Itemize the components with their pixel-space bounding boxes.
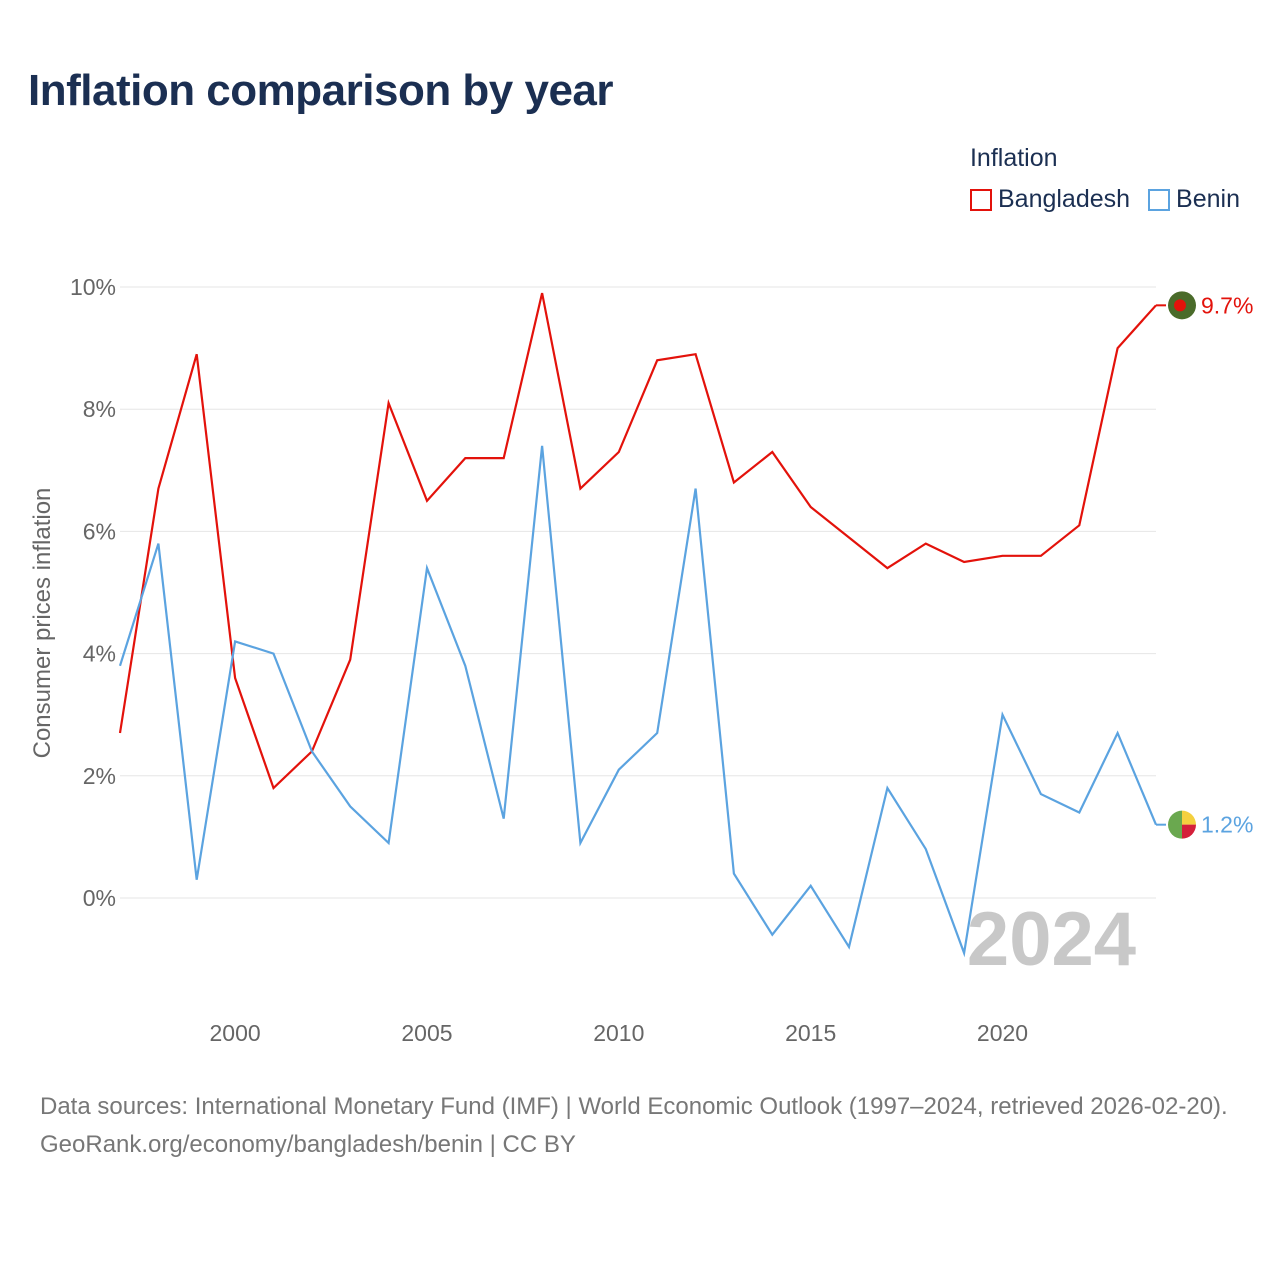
legend-swatch-benin bbox=[1148, 188, 1171, 211]
footer: Data sources: International Monetary Fun… bbox=[40, 1088, 1250, 1164]
legend-title: Inflation bbox=[969, 144, 1058, 172]
x-tick-label: 2005 bbox=[401, 1020, 452, 1046]
y-tick-label: 10% bbox=[70, 274, 116, 300]
legend-item-benin[interactable]: Benin bbox=[1148, 185, 1240, 214]
x-tick-label: 2000 bbox=[210, 1020, 261, 1046]
series-line-benin bbox=[118, 445, 1158, 958]
legend-item-bangladesh[interactable]: Bangladesh bbox=[969, 185, 1131, 214]
legend: Inflation Bangladesh Benin bbox=[969, 144, 1240, 214]
chart-title: Inflation comparison by year bbox=[28, 66, 614, 115]
legend-label-benin: Benin bbox=[1176, 185, 1240, 213]
y-tick-label: 2% bbox=[83, 763, 116, 789]
series-line-bangladesh bbox=[118, 292, 1157, 790]
data-sources: Data sources: International Monetary Fun… bbox=[40, 1093, 1228, 1120]
y-tick-label: 4% bbox=[83, 641, 116, 667]
x-tick-label: 2010 bbox=[593, 1020, 644, 1046]
x-tick-label: 2020 bbox=[977, 1020, 1028, 1046]
end-label-benin: 1.2% bbox=[1201, 812, 1253, 838]
flag-bangladesh-icon bbox=[1168, 291, 1196, 320]
legend-swatch-bangladesh bbox=[969, 188, 992, 211]
y-tick-label: 6% bbox=[83, 518, 116, 544]
legend-label-bangladesh: Bangladesh bbox=[997, 185, 1131, 213]
attribution: GeoRank.org/economy/bangladesh/benin | C… bbox=[40, 1131, 576, 1158]
end-label-bangladesh: 9.7% bbox=[1201, 292, 1253, 318]
year-watermark: 2024 bbox=[967, 897, 1136, 982]
y-tick-label: 8% bbox=[83, 396, 116, 422]
x-tick-label: 2015 bbox=[785, 1020, 836, 1046]
flag-benin-icon bbox=[1168, 810, 1196, 839]
y-axis-label: Consumer prices inflation bbox=[29, 488, 56, 759]
y-tick-label: 0% bbox=[83, 885, 116, 911]
